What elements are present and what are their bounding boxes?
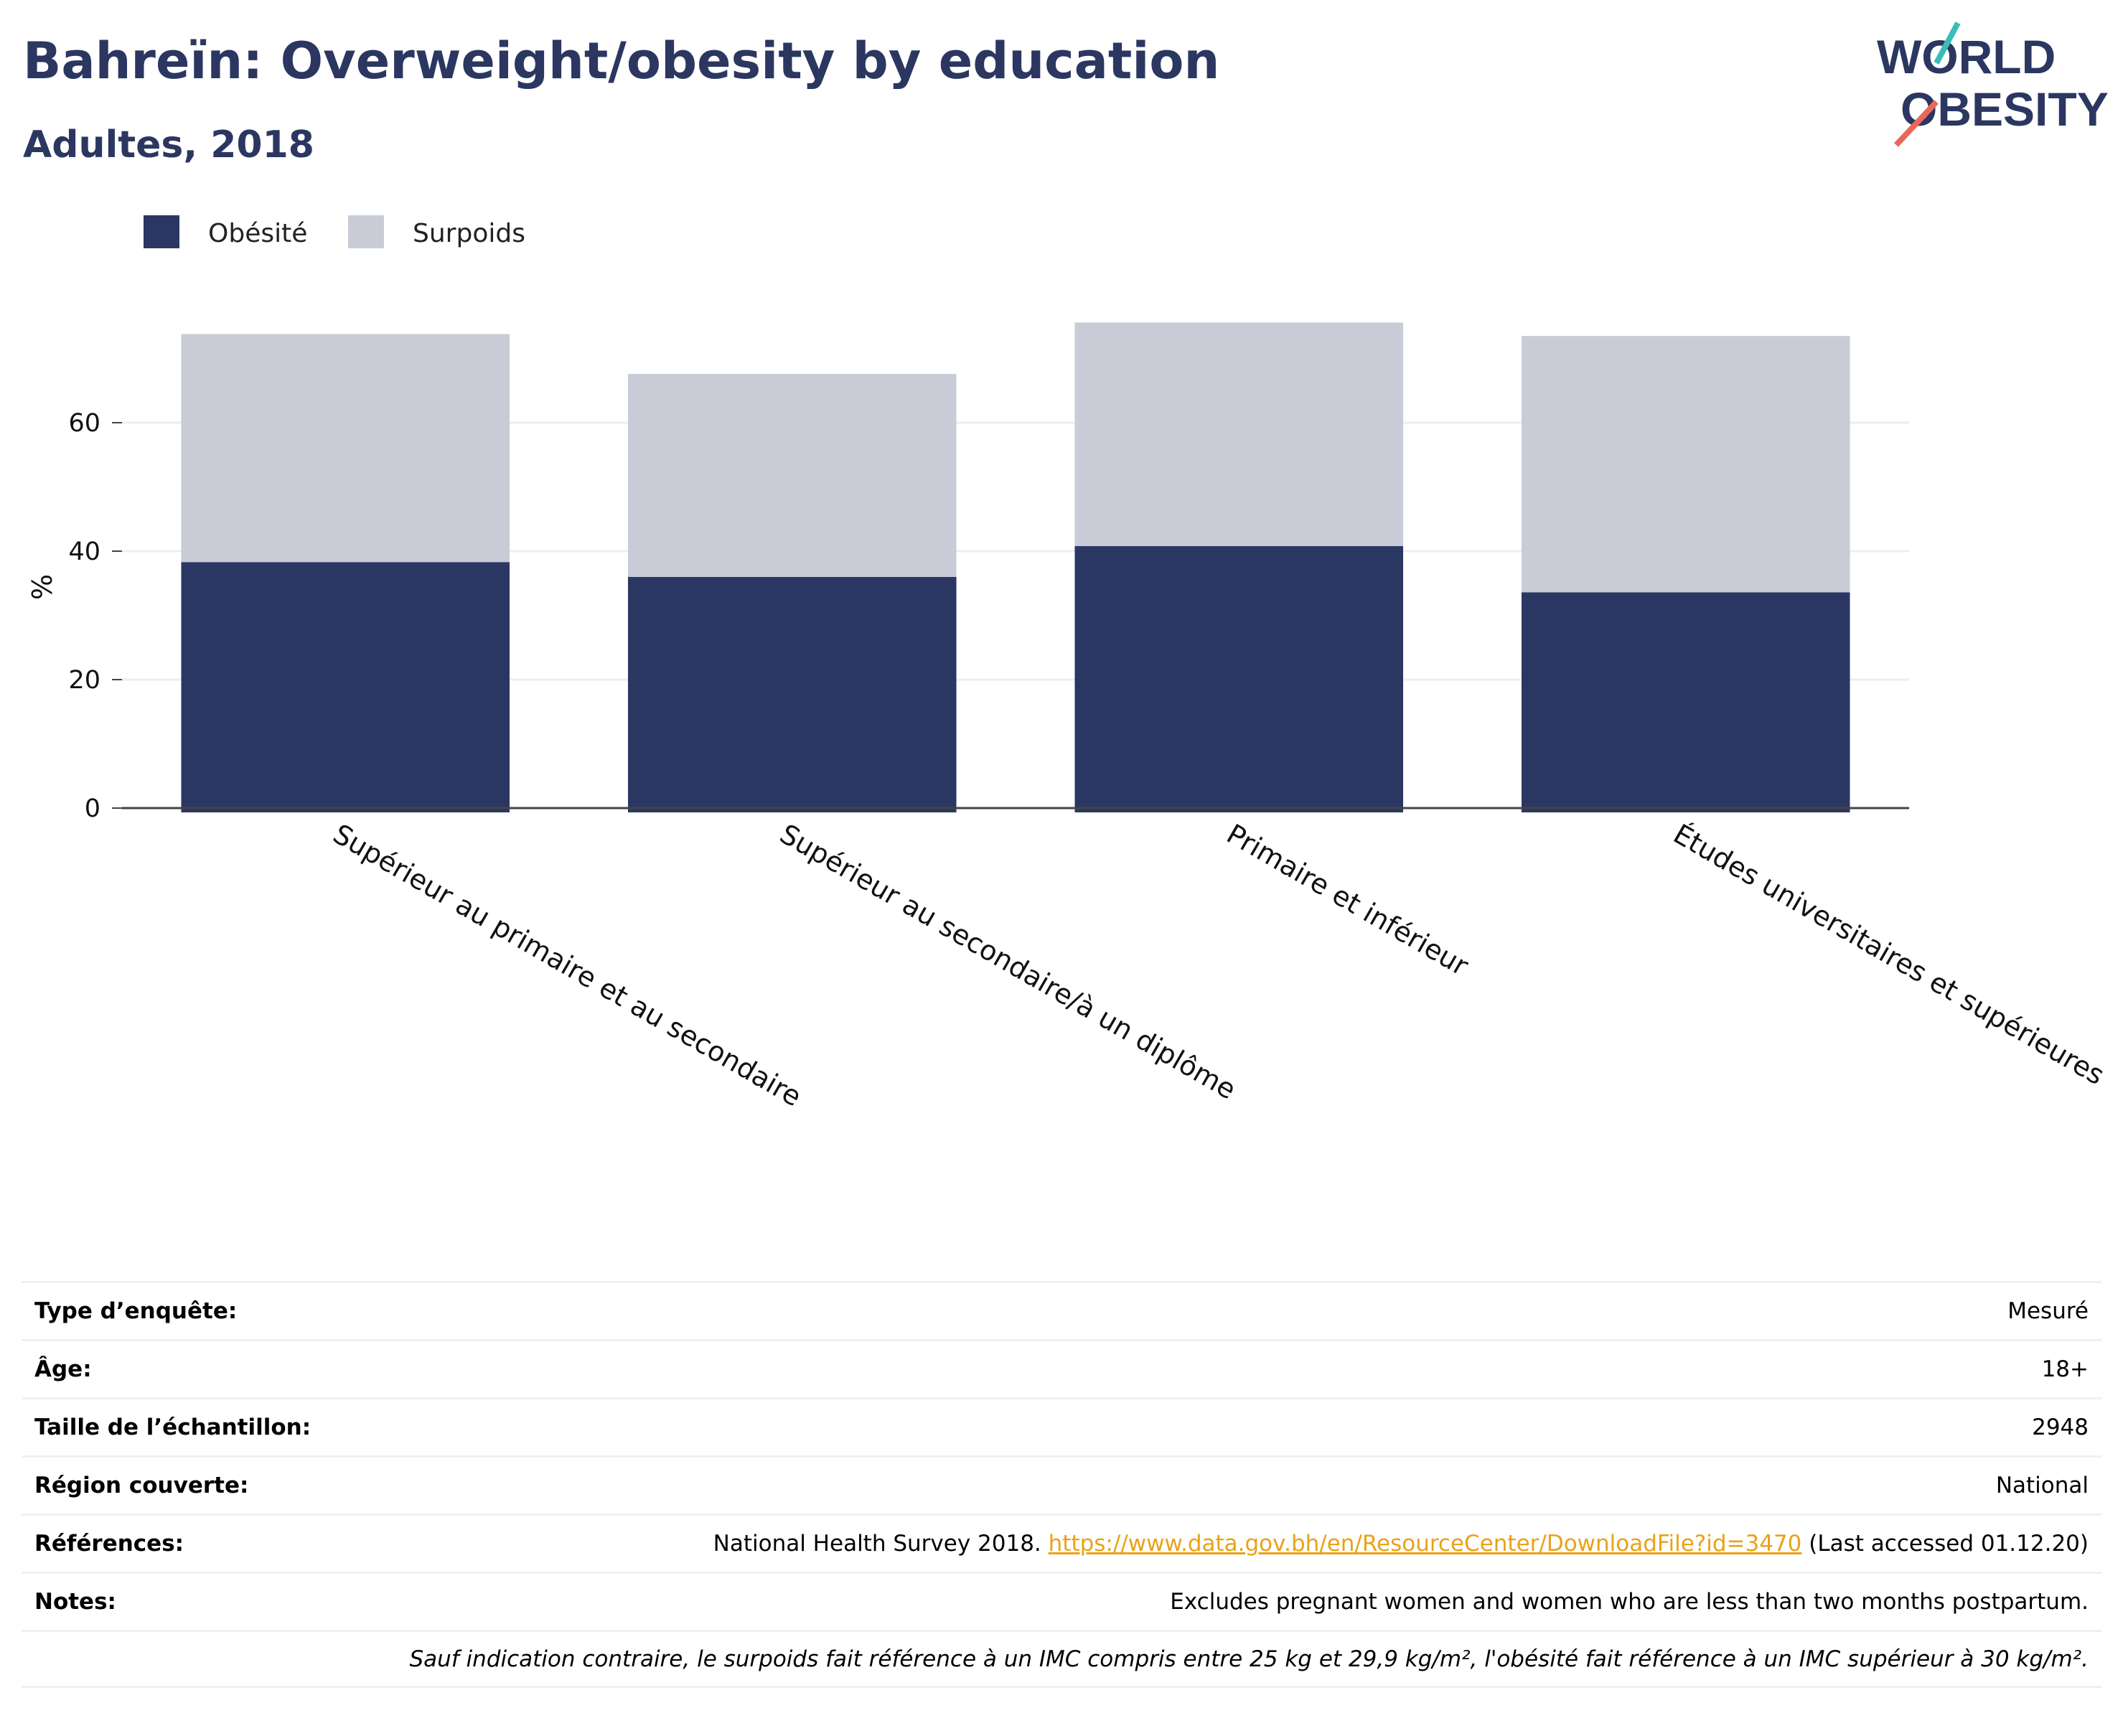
info-row-survey-type: Type d’enquête: Mesuré	[22, 1281, 2101, 1339]
survey-type-label: Type d’enquête:	[34, 1298, 238, 1324]
logo-line2: OBESITY	[1901, 83, 2109, 136]
x-axis-labels: Supérieur au primaire et au secondaireSu…	[328, 818, 2110, 1113]
logo-slash-red	[1894, 100, 1939, 147]
y-axis-label: %	[27, 574, 58, 600]
y-tick-label: 60	[68, 409, 100, 438]
bar-obesity	[1521, 592, 1850, 812]
info-row-age: Âge: 18+	[22, 1339, 2101, 1397]
chart-legend: Obésité Surpoids	[144, 215, 525, 248]
x-category-label: Études universitaires et supérieures	[1668, 818, 2109, 1092]
x-category-label: Supérieur au secondaire/à un diplôme	[774, 818, 1241, 1106]
references-suffix: (Last accessed 01.12.20)	[1809, 1531, 2089, 1557]
region-value: National	[1995, 1473, 2089, 1498]
info-row-references: Références: National Health Survey 2018.…	[22, 1514, 2101, 1572]
sample-size-value: 2948	[2032, 1414, 2089, 1440]
sample-size-label: Taille de l’échantillon:	[34, 1414, 311, 1440]
references-label: Références:	[34, 1531, 184, 1557]
y-axis-ticks: 0 20 40 60	[68, 409, 122, 823]
bar-overweight	[1074, 322, 1404, 546]
info-row-notes: Notes: Excludes pregnant women and women…	[22, 1572, 2101, 1630]
bar-chart: Obésité Surpoids 0 20 40 60 Supérieur au pri…	[27, 215, 2110, 1113]
bar-obesity	[627, 576, 957, 812]
survey-info-table: Type d’enquête: Mesuré Âge: 18+ Taille d…	[22, 1281, 2101, 1688]
y-tick-label: 20	[68, 666, 100, 695]
world-obesity-logo: WORLD OBESITY	[1877, 22, 2109, 147]
bar-overweight	[627, 373, 957, 577]
legend-label: Obésité	[208, 219, 307, 248]
info-row-region: Région couverte: National	[22, 1455, 2101, 1514]
logo-line1: WORLD	[1877, 30, 2056, 83]
bars	[181, 322, 1850, 812]
notes-label: Notes:	[34, 1589, 116, 1615]
bar-obesity	[1074, 545, 1404, 812]
legend-swatch-overweight	[348, 215, 384, 248]
x-category-label: Primaire et inférieur	[1222, 818, 1474, 982]
references-link[interactable]: https://www.data.gov.bh/en/ResourceCente…	[1048, 1531, 1802, 1557]
logo-slash-teal	[1934, 22, 1961, 65]
y-tick-label: 0	[85, 794, 100, 823]
references-value: National Health Survey 2018. https://www…	[713, 1531, 2089, 1557]
bar-overweight	[1521, 336, 1850, 593]
notes-value: Excludes pregnant women and women who ar…	[1170, 1589, 2089, 1615]
survey-type-value: Mesuré	[2007, 1298, 2089, 1324]
x-category-label: Supérieur au primaire et au secondaire	[328, 818, 807, 1113]
chart-title: Bahreïn: Overweight/obesity by education	[23, 32, 1220, 90]
legend-label: Surpoids	[413, 219, 525, 248]
y-tick-label: 40	[68, 538, 100, 566]
legend-swatch-obesity	[144, 215, 179, 248]
info-row-sample-size: Taille de l’échantillon: 2948	[22, 1397, 2101, 1455]
chart-subtitle: Adultes, 2018	[23, 123, 314, 166]
info-row-footnote: Sauf indication contraire, le surpoids f…	[22, 1630, 2101, 1688]
age-label: Âge:	[34, 1356, 92, 1382]
references-prefix: National Health Survey 2018.	[713, 1531, 1041, 1557]
age-value: 18+	[2041, 1356, 2089, 1382]
region-label: Région couverte:	[34, 1473, 249, 1498]
bar-obesity	[181, 562, 510, 812]
bmi-footnote: Sauf indication contraire, le surpoids f…	[409, 1646, 2089, 1672]
bar-overweight	[181, 334, 510, 563]
